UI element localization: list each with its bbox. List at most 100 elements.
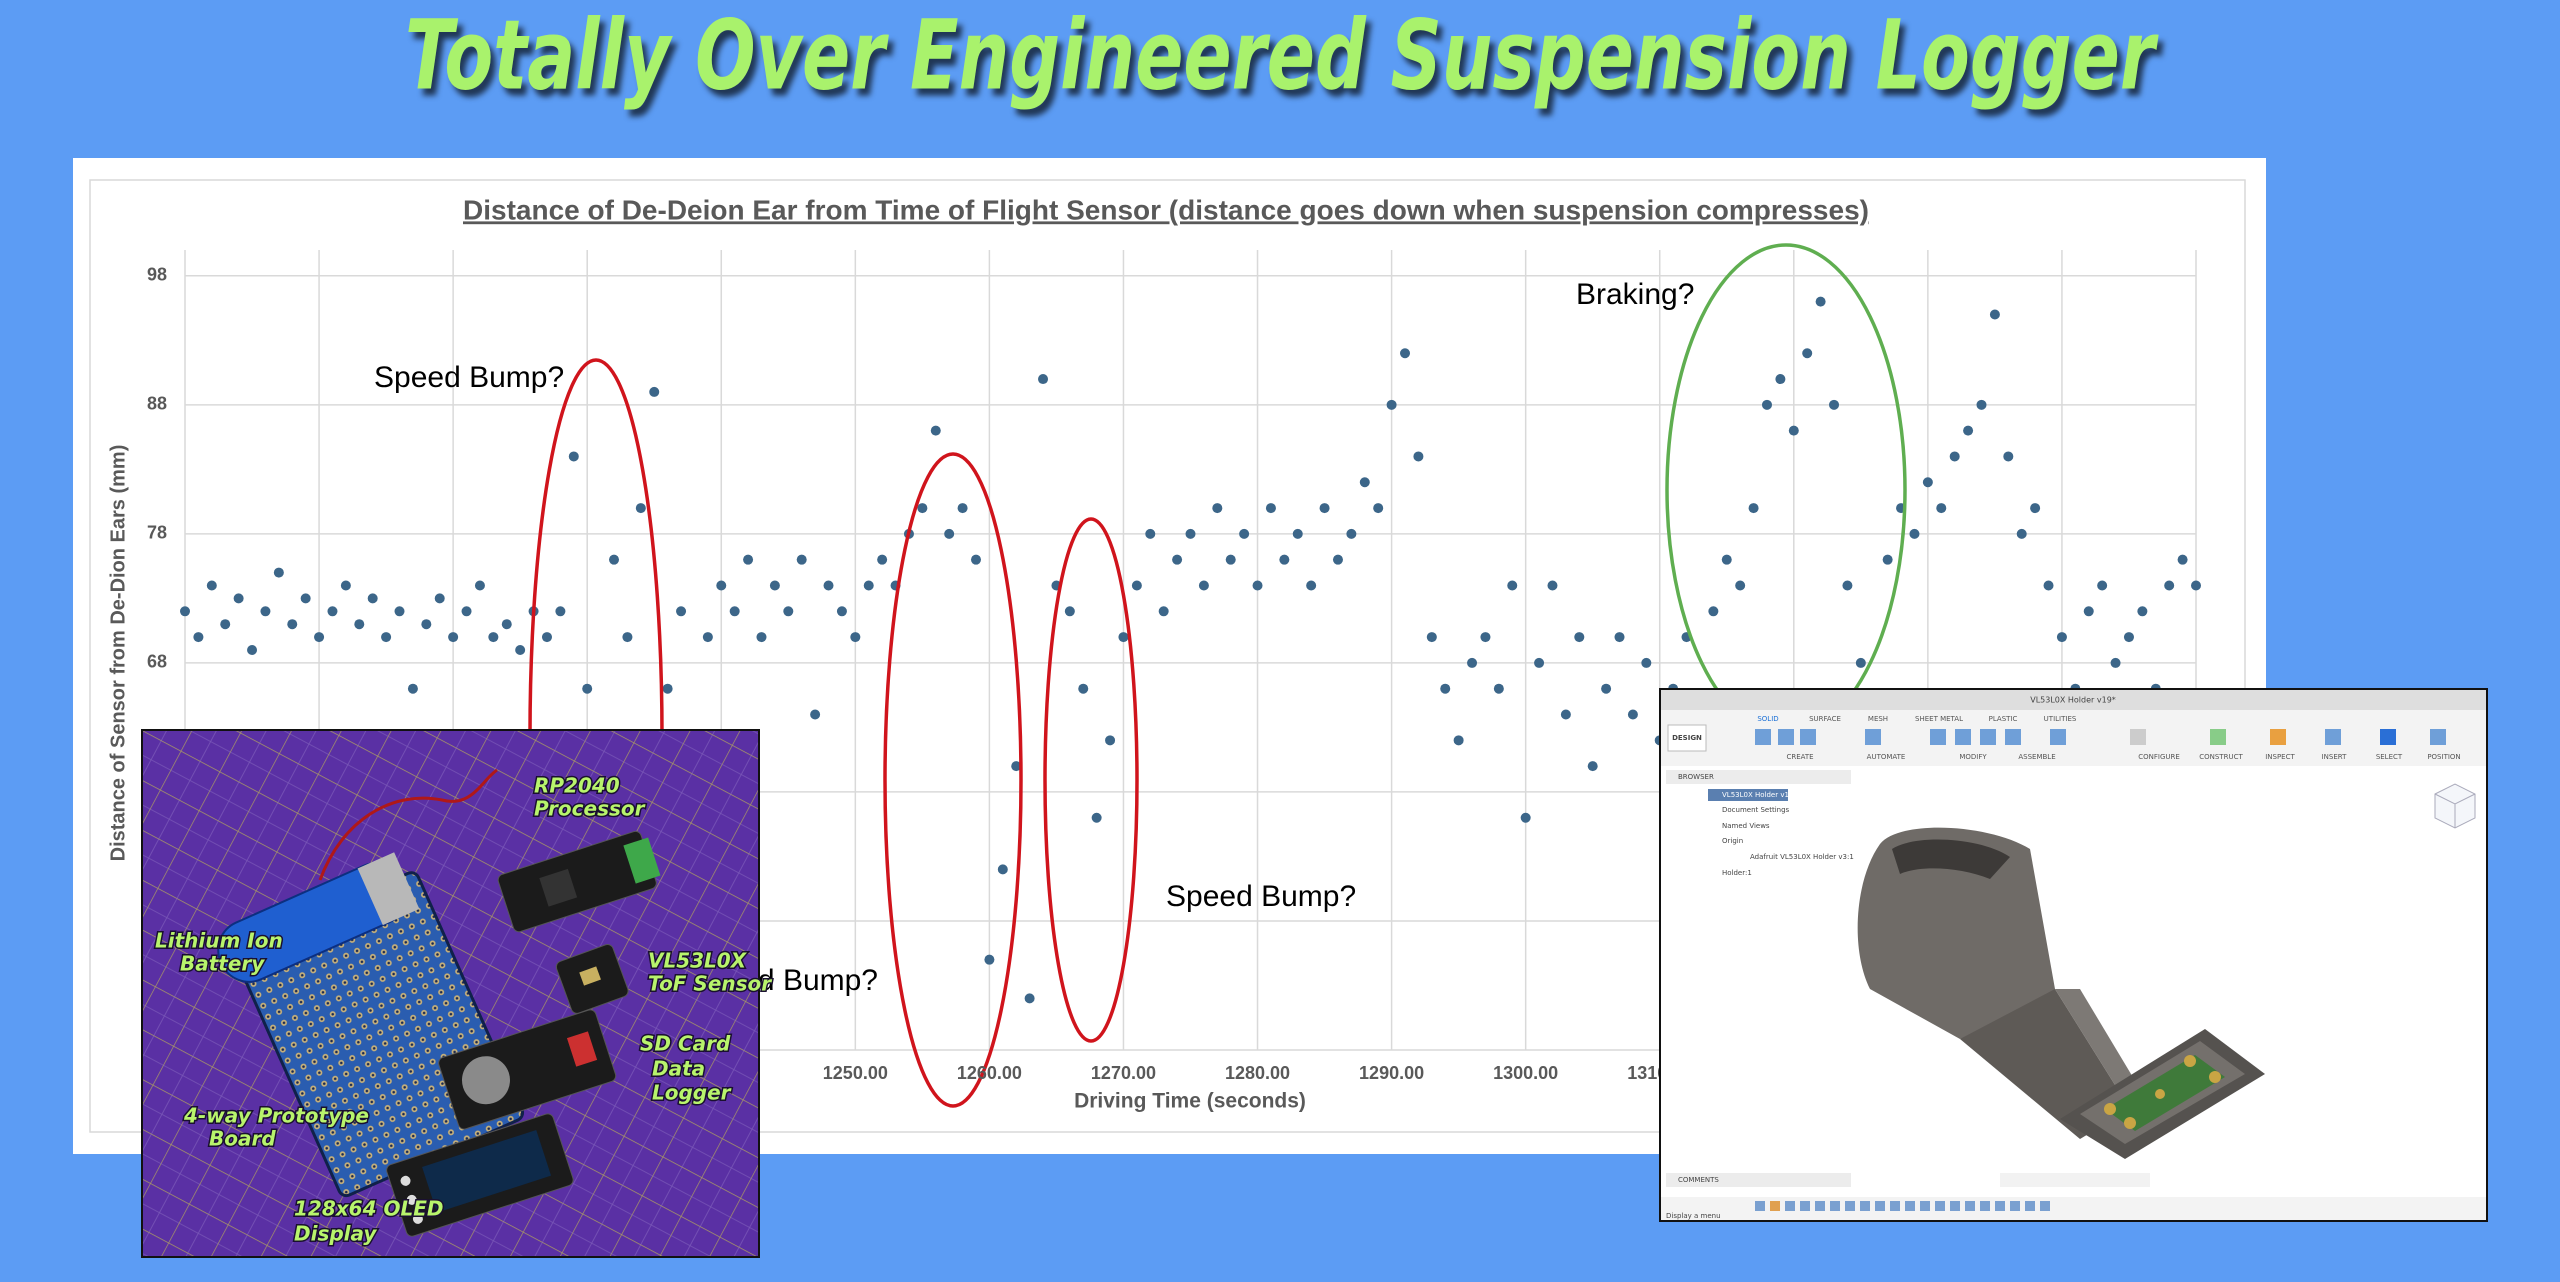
cad-timeline: [1661, 1197, 2486, 1220]
data-point: [1306, 580, 1317, 591]
data-point: [1239, 528, 1250, 539]
data-point: [1775, 374, 1786, 385]
x-tick-label: 1280.00: [1225, 1063, 1290, 1083]
cad-group: SELECT: [2376, 753, 2403, 761]
data-point: [1627, 709, 1638, 720]
photo: RP2040 Processor Lithium Ion Battery VL5…: [141, 729, 774, 1258]
data-point: [1507, 580, 1518, 591]
cad-timeline-icons: [1755, 1201, 2050, 1211]
cad-comments: COMMENTS: [1678, 1176, 1719, 1184]
photo-label: 4-way Prototype: [183, 1104, 369, 1128]
data-point: [1078, 683, 1089, 694]
proto-board: [217, 852, 525, 1198]
data-point: [622, 632, 633, 643]
data-point: [877, 554, 888, 565]
data-point: [568, 451, 579, 462]
highlight-ellipse: [1043, 517, 1139, 1043]
data-point: [1721, 554, 1732, 565]
cad-browser: BROWSER: [1678, 773, 1714, 781]
data-point: [702, 632, 713, 643]
data-point: [247, 645, 258, 655]
annotation: Speed Bump?: [1166, 880, 1356, 913]
data-point: [1480, 632, 1491, 643]
data-point: [676, 606, 687, 617]
cad-browser-header: [1666, 770, 1851, 784]
photo-label: Battery: [180, 952, 265, 976]
data-point: [381, 632, 392, 643]
data-point: [1292, 528, 1303, 539]
cad-tab: SOLID: [1757, 715, 1778, 723]
data-point: [984, 954, 995, 965]
data-point: [1587, 761, 1598, 772]
data-point: [434, 593, 445, 604]
cad-titlebar: [1661, 690, 2486, 710]
cad-tab: SHEET METAL: [1915, 715, 1963, 723]
data-point: [1936, 503, 1947, 514]
data-point: [1829, 399, 1840, 410]
data-point: [1373, 503, 1384, 514]
data-point: [1882, 554, 1893, 565]
data-point: [1118, 632, 1129, 643]
data-point: [917, 503, 928, 514]
data-point: [2056, 632, 2067, 643]
data-point: [2043, 580, 2054, 591]
data-point: [1131, 580, 1142, 591]
data-point: [2164, 580, 2175, 591]
data-point: [354, 619, 365, 630]
cad-status: Display a menu: [1666, 1212, 1721, 1220]
data-point: [1855, 657, 1866, 668]
data-point: [1922, 477, 1933, 488]
data-point: [716, 580, 727, 591]
data-point: [836, 606, 847, 617]
data-point: [957, 503, 968, 514]
data-point: [1493, 683, 1504, 694]
cad-nav-bar: [2000, 1173, 2150, 1187]
data-point: [2030, 503, 2041, 514]
data-point: [1748, 503, 1759, 514]
tof-board: [555, 944, 629, 1014]
x-tick-label: 1250.00: [823, 1063, 888, 1083]
data-point: [2003, 451, 2014, 462]
cad-frame: [1659, 688, 2488, 1222]
oled-board: [386, 1113, 574, 1237]
data-point: [1788, 425, 1799, 436]
data-point: [273, 567, 284, 578]
data-point: [206, 580, 217, 591]
data-point: [488, 632, 499, 643]
data-point: [1346, 528, 1357, 539]
data-point: [1212, 503, 1223, 514]
annotations: Speed Bump?Braking?Speed Bump?Speed Bump…: [374, 243, 1907, 1112]
data-point: [810, 709, 821, 720]
data-point: [1641, 657, 1652, 668]
data-point: [1574, 632, 1585, 643]
sd-board: [438, 1009, 617, 1130]
data-point: [1225, 554, 1236, 565]
cad-window: VL53L0X Holder v19* DESIGN SOLID SURFACE…: [1659, 688, 2488, 1222]
data-point: [1601, 683, 1612, 694]
data-point: [193, 632, 204, 643]
rp2040-board: [497, 830, 661, 933]
data-point: [1413, 451, 1424, 462]
data-point: [930, 425, 941, 436]
data-point: [662, 683, 673, 694]
data-point: [944, 528, 955, 539]
photo-label: 128x64 OLED: [294, 1197, 443, 1221]
data-point: [2083, 606, 2094, 617]
data-point: [796, 554, 807, 565]
data-point: [1708, 606, 1719, 617]
data-point: [1614, 632, 1625, 643]
data-point: [448, 632, 459, 643]
data-point: [970, 554, 981, 565]
data-point: [1038, 374, 1049, 385]
data-point: [1440, 683, 1451, 694]
data-point: [1963, 425, 1974, 436]
cad-group: CONFIGURE: [2138, 753, 2180, 761]
cad-tab: MESH: [1868, 715, 1888, 723]
photo-label: Lithium Ion: [155, 929, 283, 953]
cad-group: CREATE: [1786, 753, 1813, 761]
data-point: [609, 554, 620, 565]
chart-border: [89, 179, 2246, 1133]
cad-tree-item: Document Settings: [1722, 806, 1790, 814]
view-cube: [2434, 783, 2476, 829]
cad-group: MODIFY: [1959, 753, 1987, 761]
